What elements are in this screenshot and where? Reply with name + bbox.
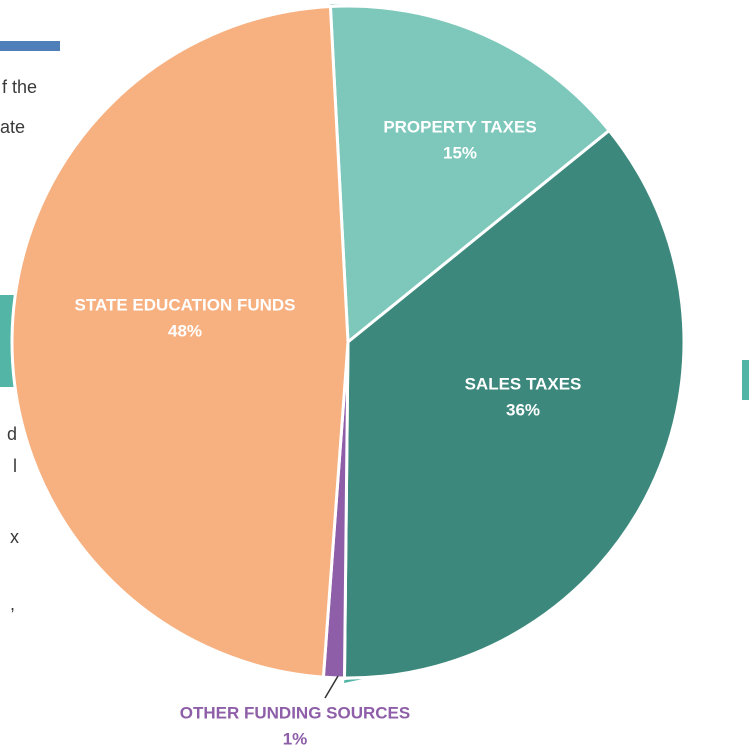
background-text: d xyxy=(7,424,17,444)
value-label: 15% xyxy=(443,143,477,162)
slice xyxy=(10,4,350,679)
background-text: ate xyxy=(0,117,25,137)
slice-label: STATE EDUCATION FUNDS xyxy=(75,295,296,314)
group-label: LOCAL TAXES - 51% xyxy=(708,236,727,404)
slice-label: SALES TAXES xyxy=(465,374,582,393)
decor-panel xyxy=(742,360,749,400)
value-label: 36% xyxy=(506,400,540,419)
background-text: , xyxy=(10,594,15,614)
value-label: 1% xyxy=(283,729,308,748)
labels: PROPERTY TAXES 15% SALES TAXES 36% OTHER FUN… xyxy=(75,117,582,748)
background-text: f the ate dl x, xyxy=(0,77,37,614)
slice-label: PROPERTY TAXES xyxy=(383,117,536,136)
slices xyxy=(10,4,686,680)
slice xyxy=(342,128,686,680)
slice-label: OTHER FUNDING SOURCES xyxy=(180,703,410,722)
background-text: x xyxy=(10,527,19,547)
leader-line xyxy=(324,675,339,699)
background-text: l xyxy=(13,456,17,476)
background-text: f the xyxy=(2,77,37,97)
value-label: 48% xyxy=(168,321,202,340)
decor-bar xyxy=(0,41,60,51)
slice xyxy=(328,4,612,346)
